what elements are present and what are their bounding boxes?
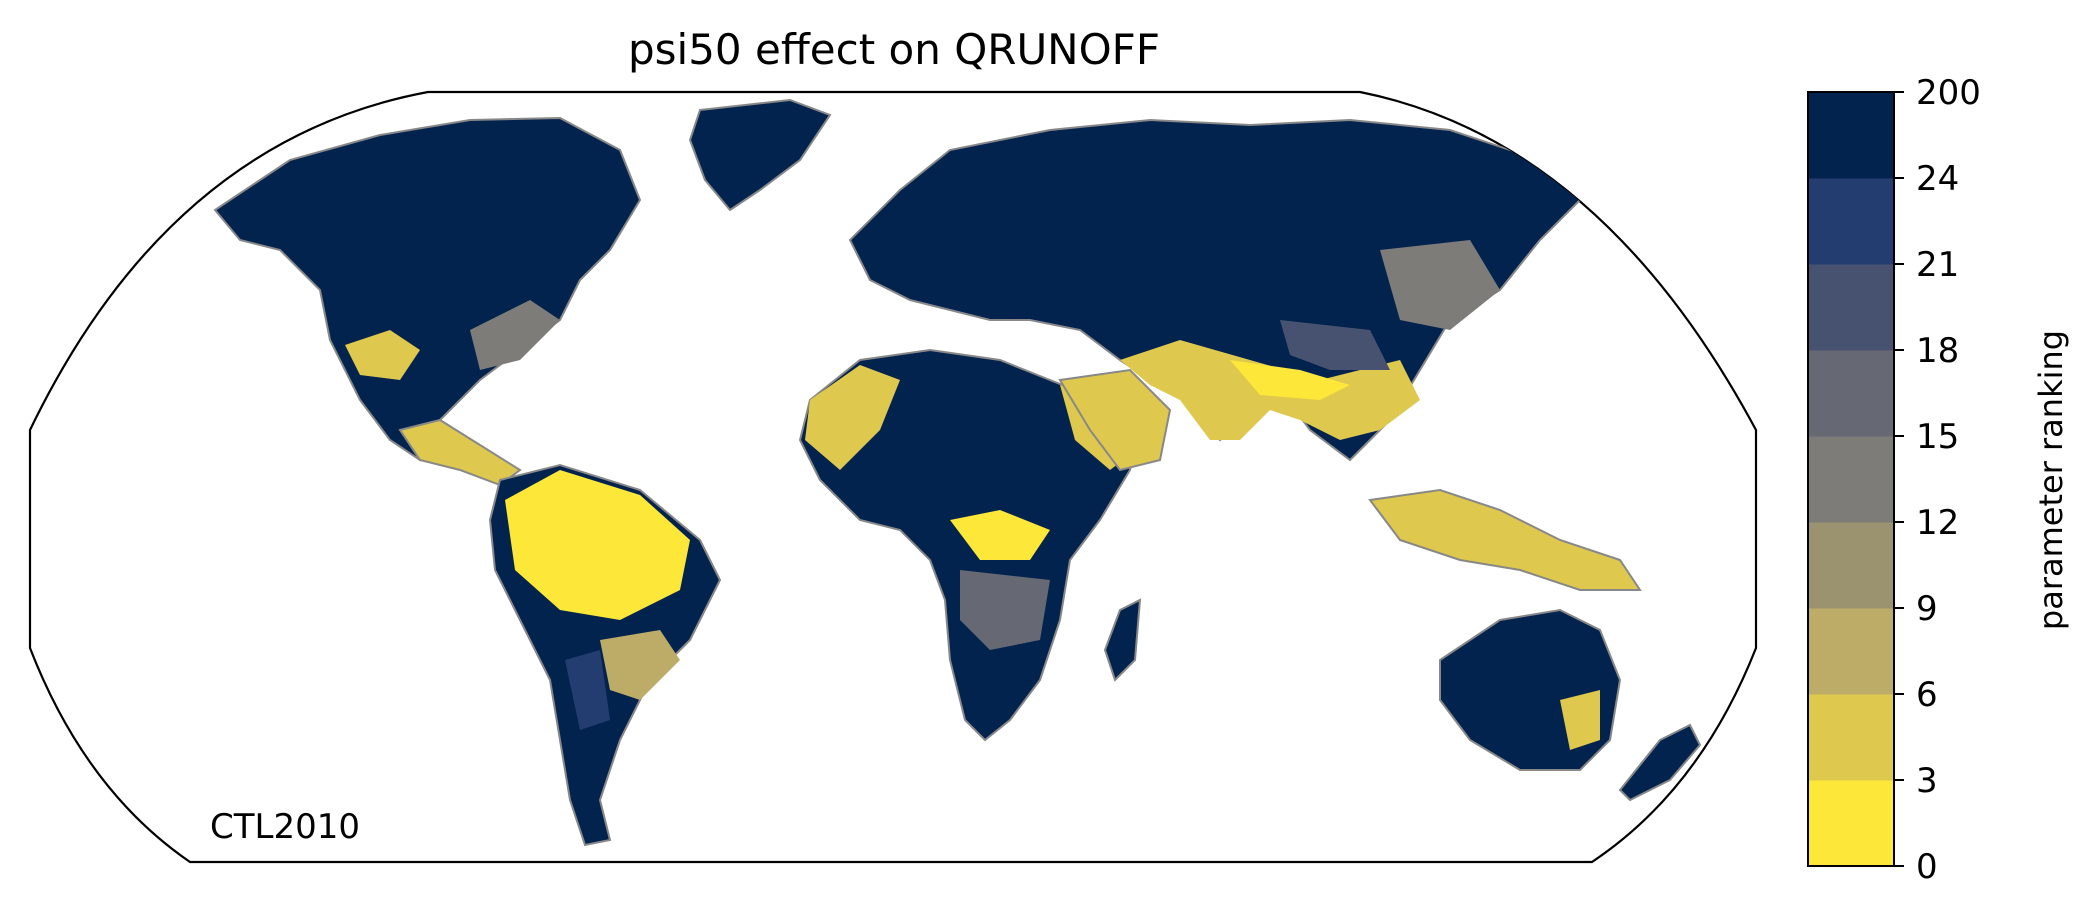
colorbar-segment — [1808, 608, 1894, 695]
colorbar-tick-label: 15 — [1916, 417, 1959, 457]
colorbar-segment — [1808, 694, 1894, 781]
colorbar-segment — [1808, 522, 1894, 609]
colorbar-tick-label: 200 — [1916, 73, 1981, 113]
colorbar-segment — [1808, 436, 1894, 523]
colorbar-label: parameter ranking — [2032, 330, 2070, 630]
colorbar-frame — [1807, 91, 1895, 867]
amazon-yellow — [505, 470, 690, 620]
asia-tibet-yellow — [1230, 360, 1350, 400]
sahara-yellow-west — [805, 365, 900, 470]
colorbar: 0 3 6 9 12 15 18 21 24 200 — [1807, 73, 1981, 887]
colorbar-tick-label: 21 — [1916, 245, 1959, 285]
colorbar-tick-label: 24 — [1916, 159, 1959, 199]
map-panel: CTL2010 — [28, 90, 1758, 864]
na-grey-patch — [470, 300, 560, 370]
colorbar-tick-label: 12 — [1916, 503, 1959, 543]
colorbar-tick-label: 3 — [1916, 761, 1938, 801]
colorbar-segment — [1808, 92, 1894, 179]
na-yellow-patch — [345, 330, 420, 380]
land-layer — [213, 98, 1702, 847]
colorbar-segment — [1808, 264, 1894, 351]
se-asia-islands — [1368, 488, 1642, 591]
colorbar-segment — [1808, 350, 1894, 437]
new-zealand — [1618, 723, 1702, 802]
sa-olive — [600, 630, 680, 700]
colorbar-tick-label: 6 — [1916, 675, 1938, 715]
arabia — [1058, 368, 1172, 472]
run-label: CTL2010 — [210, 807, 360, 847]
colorbar-segment — [1808, 178, 1894, 265]
congo-yellow — [950, 510, 1050, 560]
colorbar-tick-label: 9 — [1916, 589, 1938, 629]
asia-east-grey — [1380, 240, 1500, 330]
africa-south-grey — [960, 570, 1050, 650]
colorbar-tick-label: 0 — [1916, 847, 1938, 887]
madagascar — [1103, 598, 1142, 682]
sa-mid-blue — [565, 650, 610, 730]
colorbar-segment — [1808, 780, 1894, 867]
greenland — [688, 98, 832, 212]
colorbar-tick-label: 18 — [1916, 331, 1959, 371]
asia-mid-blue — [1280, 320, 1390, 370]
australia-east-yellow — [1560, 690, 1600, 750]
map-title: psi50 effect on QRUNOFF — [628, 25, 1160, 74]
